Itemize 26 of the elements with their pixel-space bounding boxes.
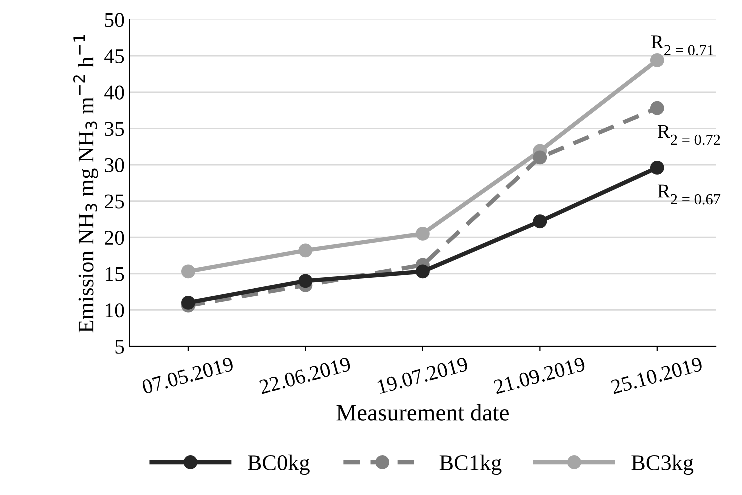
legend-label: BC3kg [632, 454, 694, 476]
legend-label: BC0kg [248, 454, 310, 476]
point [298, 274, 313, 288]
point [533, 214, 548, 229]
y-axis-title: Emission NH$_{3}$ mg NH$_{3}$ m$^{−2}$ h$^{−1}$ [73, 34, 98, 333]
point [416, 227, 430, 241]
x-axis-title: Measurement date [336, 404, 509, 421]
y-tick-label: 5 [116, 340, 124, 354]
y-tick-label: 30 [105, 158, 124, 172]
y-tick-label: 15 [106, 267, 124, 282]
point [650, 101, 664, 116]
point [298, 244, 313, 258]
point [533, 150, 548, 165]
point [650, 160, 664, 175]
point [182, 264, 196, 279]
y-tick-label: 25 [105, 194, 124, 209]
y-tick-label: 10 [106, 304, 124, 318]
point [650, 54, 664, 68]
y-tick-label: 45 [104, 50, 124, 64]
legend-label: BC1kg [440, 454, 502, 476]
point [416, 264, 430, 279]
y-tick-label: 35 [105, 122, 124, 136]
y-tick-label: 20 [105, 230, 124, 246]
y-tick-label: 50 [105, 13, 124, 28]
point [182, 296, 196, 310]
y-tick-label: 40 [104, 86, 124, 100]
